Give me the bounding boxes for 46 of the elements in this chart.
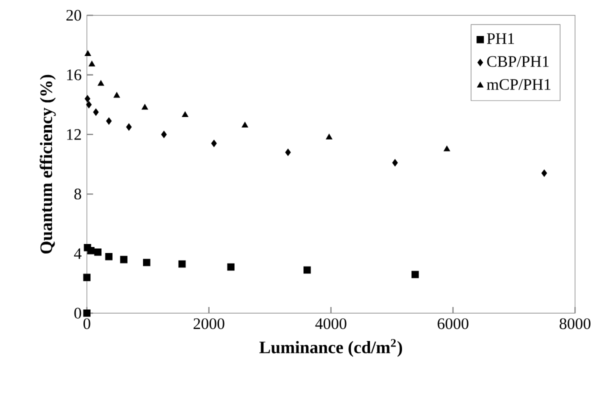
point [326, 134, 332, 140]
y-tick-label: 4 [74, 248, 82, 259]
legend-label: CBP/PH1 [487, 56, 549, 67]
point [84, 95, 90, 102]
point [87, 246, 95, 254]
point [94, 248, 102, 256]
point [142, 104, 148, 110]
point [105, 252, 112, 260]
point [161, 130, 167, 138]
point [84, 50, 92, 56]
point [304, 266, 311, 274]
legend-label: mCP/PH1 [486, 79, 550, 90]
point [93, 108, 99, 116]
x-tick-label: 4000 [315, 318, 346, 330]
point [106, 117, 112, 125]
point [227, 263, 235, 271]
x-tick-label: 2000 [194, 318, 224, 330]
point [120, 256, 128, 264]
point [444, 146, 450, 152]
y-tick-label: 8 [74, 188, 82, 200]
y-axis-title: Quantum efficiency (%) [40, 74, 56, 254]
point [114, 92, 120, 98]
y-tick-label: 12 [67, 129, 81, 140]
point [143, 258, 150, 266]
x-tick-label: 8000 [560, 318, 590, 330]
point [126, 123, 132, 131]
point [88, 60, 96, 66]
point [242, 122, 248, 128]
point [541, 170, 548, 177]
point [285, 148, 291, 156]
x-tick-label: 0 [83, 318, 90, 330]
point [178, 260, 186, 268]
point [86, 101, 92, 108]
point [392, 159, 398, 166]
point [83, 274, 91, 282]
y-tick-label: 0 [74, 308, 82, 319]
legend-label: PH1 [486, 33, 514, 44]
point [182, 111, 188, 118]
x-axis-title: Luminance (cd/m$^{2}$) [259, 339, 402, 357]
y-tick-label: 20 [66, 10, 82, 21]
point [211, 140, 217, 147]
point [83, 310, 91, 317]
point [98, 80, 104, 86]
point [412, 270, 419, 278]
x-tick-label: 6000 [438, 318, 468, 330]
y-tick-label: 16 [67, 69, 82, 80]
